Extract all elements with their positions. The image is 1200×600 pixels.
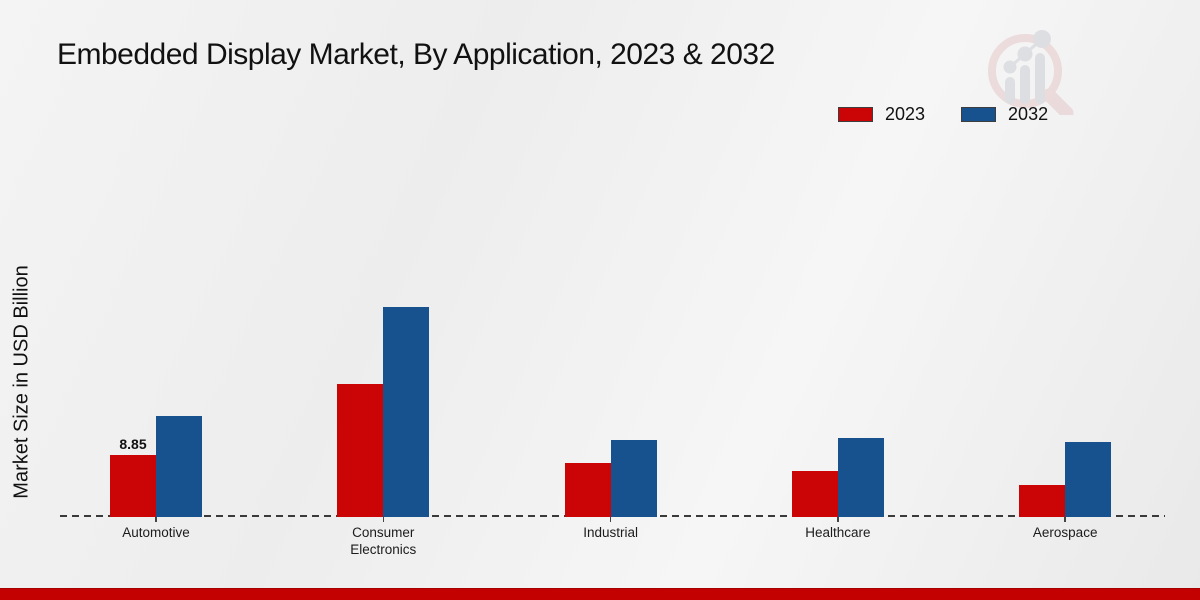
bar-2032-aerospace <box>1065 442 1112 517</box>
bottom-accent-bar <box>0 588 1200 600</box>
x-axis-tick <box>1064 517 1066 522</box>
legend-label: 2023 <box>885 104 926 124</box>
legend-swatch-icon <box>838 107 873 122</box>
x-axis-category-label: Aerospace <box>1032 525 1098 540</box>
bar-2023-aerospace <box>1019 485 1066 517</box>
bar-2032-consumer-electronics <box>383 307 430 517</box>
x-axis-tick <box>382 517 385 522</box>
x-axis-category-label: Healthcare <box>805 525 871 540</box>
legend-item-2032: 2032 <box>961 104 1048 125</box>
magnifier-bar-chart-icon <box>985 25 1095 120</box>
legend: 2023 2032 <box>838 104 1070 125</box>
x-axis-category-label: Industrial <box>583 525 638 540</box>
bar-2023-automotive <box>110 454 156 517</box>
x-axis-tick <box>155 517 157 522</box>
bar-2032-automotive <box>156 416 202 517</box>
bar-2023-industrial <box>564 463 611 517</box>
chart-title: Embedded Display Market, By Application,… <box>57 38 775 71</box>
bar-2032-healthcare <box>837 437 884 517</box>
x-axis-category-label: Automotive <box>122 525 190 540</box>
bar-value-label: 8.85 <box>119 435 147 452</box>
bar-2023-consumer-electronics <box>337 384 384 517</box>
x-axis-tick <box>609 517 612 522</box>
legend-label: 2032 <box>1008 104 1049 124</box>
y-axis-label: Market Size in USD Billion <box>10 265 33 499</box>
bar-2032-industrial <box>610 440 657 517</box>
x-axis-category-label: Consumer Electronics <box>350 525 417 557</box>
x-axis-tick <box>837 517 839 522</box>
legend-item-2023: 2023 <box>838 104 925 125</box>
bar-2023-healthcare <box>791 471 838 517</box>
legend-swatch-icon <box>961 107 997 122</box>
